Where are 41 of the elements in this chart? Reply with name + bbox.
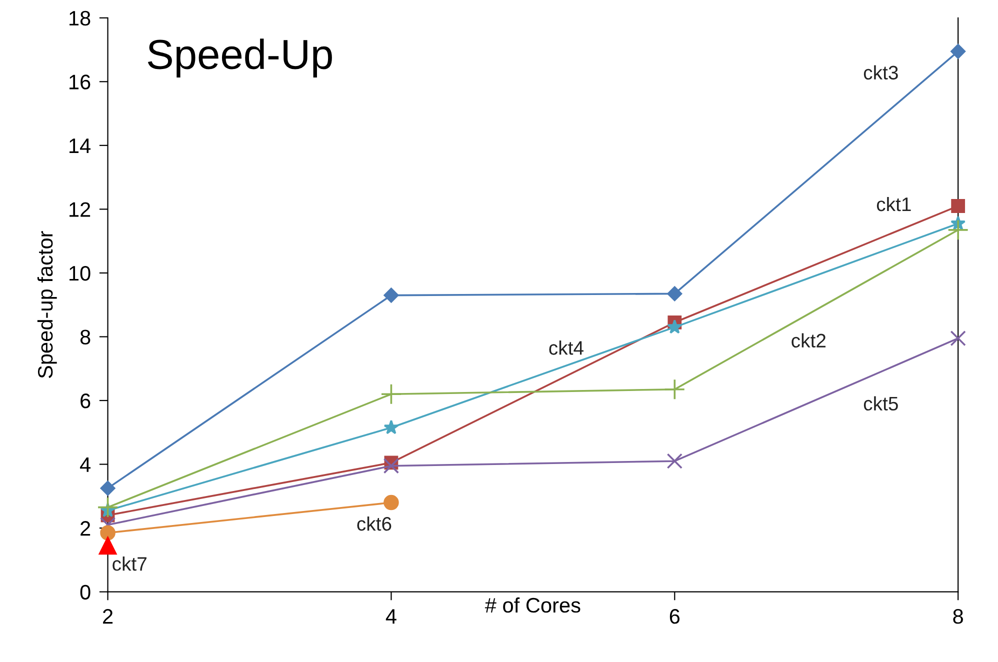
point — [384, 288, 399, 303]
y-axis-title: Speed-up factor — [37, 231, 57, 378]
series-label: ckt7 — [112, 556, 146, 571]
series-label: ckt4 — [549, 340, 584, 355]
point — [950, 330, 966, 346]
series-label: ckt2 — [792, 333, 826, 348]
point — [947, 219, 969, 241]
point — [667, 319, 682, 334]
series-label: ckt6 — [357, 516, 392, 531]
series-label: ckt5 — [864, 396, 898, 411]
x-tick-label: 8 — [953, 609, 963, 624]
y-tick-label: 8 — [80, 330, 90, 344]
x-tick-label: 4 — [386, 609, 396, 624]
point — [383, 458, 400, 474]
chart-title: Speed-Up — [148, 38, 332, 78]
point — [100, 480, 116, 496]
point — [951, 199, 966, 213]
point — [384, 420, 399, 434]
point — [667, 286, 682, 302]
y-tick-label: 4 — [80, 458, 91, 472]
y-tick-label: 14 — [70, 138, 91, 153]
point — [380, 384, 402, 405]
y-tick-label: 2 — [80, 521, 90, 536]
y-tick-label: 16 — [70, 74, 90, 90]
point — [950, 44, 966, 59]
y-tick-label: 18 — [70, 10, 90, 26]
point — [98, 536, 117, 555]
x-axis-title: # of Cores — [484, 597, 580, 613]
point — [97, 496, 118, 518]
series-label: ckt1 — [876, 196, 911, 212]
y-tick-label: 10 — [70, 266, 90, 281]
y-tick-label: 0 — [80, 584, 90, 600]
series-label: ckt3 — [864, 65, 898, 80]
point — [384, 494, 399, 510]
y-tick-label: 12 — [70, 202, 90, 217]
y-tick-label: 6 — [80, 394, 90, 408]
x-tick-label: 2 — [103, 609, 113, 624]
point — [664, 378, 686, 400]
point — [666, 453, 682, 469]
point — [100, 525, 116, 540]
x-tick-label: 6 — [670, 609, 680, 624]
